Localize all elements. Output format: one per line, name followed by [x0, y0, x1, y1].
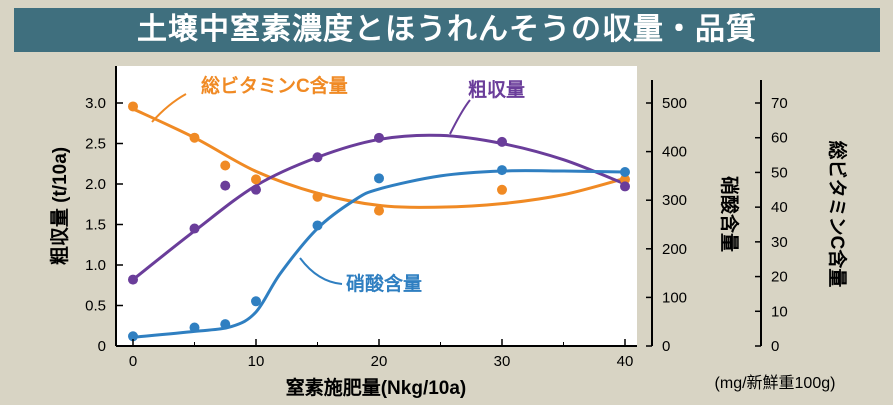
y-axis-title-nitrate: 硝酸含量: [718, 176, 741, 252]
y-tick-label-nitrate: 500: [662, 95, 687, 112]
data-point-yield: [128, 274, 138, 285]
data-point-yield: [220, 180, 231, 191]
y-axis-title-vitamin-c: 総ビタミンC含量: [826, 141, 849, 288]
data-point-yield: [374, 132, 384, 143]
y-tick-label-vitamin_c: 10: [771, 303, 788, 320]
x-axis-title: 窒素施肥量(Nkg/10a): [286, 376, 467, 399]
vitamin-c-leader-line: [151, 93, 187, 123]
y-tick-label-left: 3.0: [85, 95, 106, 112]
data-point-nitrate: [312, 220, 323, 231]
y-tick-label-left: 2.0: [85, 176, 106, 193]
y-tick-label-vitamin_c: 0: [771, 338, 779, 355]
yield-leader-line: [449, 99, 471, 135]
data-point-vitamin_c: [251, 174, 261, 185]
data-point-nitrate: [251, 296, 261, 307]
y-tick-label-left: 1.5: [85, 217, 106, 234]
data-point-vitamin_c: [189, 132, 200, 143]
y-tick-label-vitamin_c: 20: [771, 269, 788, 286]
y-tick-label-nitrate: 0: [662, 338, 670, 355]
y-tick-label-left: 2.5: [85, 136, 106, 153]
y-tick-label-left: 0: [98, 338, 106, 355]
data-point-nitrate: [189, 322, 200, 333]
unit-note: (mg/新鮮重100g): [715, 374, 836, 392]
data-point-nitrate: [128, 331, 138, 342]
data-point-vitamin_c: [128, 101, 138, 112]
series-label-yield: 粗収量: [468, 78, 525, 101]
y-tick-label-nitrate: 300: [662, 192, 687, 209]
data-point-nitrate: [374, 173, 384, 184]
y-tick-label-vitamin_c: 50: [771, 164, 788, 181]
series-curve-vitamin_c: [131, 107, 627, 209]
data-point-nitrate: [220, 319, 231, 330]
y-tick-label-vitamin_c: 40: [771, 199, 788, 216]
y-tick-label-vitamin_c: 70: [771, 95, 788, 112]
data-point-yield: [251, 184, 261, 195]
data-point-nitrate: [620, 167, 630, 178]
data-point-nitrate: [497, 165, 507, 176]
y-tick-label-nitrate: 100: [662, 289, 687, 306]
y-tick-label-left: 0.5: [85, 298, 106, 315]
series-label-vitamin-c: 総ビタミンC含量: [201, 74, 348, 97]
data-point-vitamin_c: [497, 184, 507, 195]
data-point-yield: [312, 152, 323, 163]
x-tick-label: 10: [248, 353, 265, 370]
y-tick-label-nitrate: 200: [662, 241, 687, 258]
x-tick-label: 0: [129, 353, 137, 370]
data-point-vitamin_c: [620, 174, 630, 185]
y-tick-label-vitamin_c: 60: [771, 130, 788, 147]
x-tick-label: 40: [617, 353, 634, 370]
y-tick-label-left: 1.0: [85, 257, 106, 274]
x-tick-label: 30: [494, 353, 511, 370]
data-point-vitamin_c: [220, 160, 231, 171]
chart-title: 土壌中窒素濃度とほうれんそうの収量・品質: [137, 12, 757, 47]
title-bar: 土壌中窒素濃度とほうれんそうの収量・品質: [14, 8, 880, 52]
series-label-nitrate: 硝酸含量: [346, 272, 422, 295]
data-point-yield: [620, 181, 630, 192]
data-point-vitamin_c: [312, 191, 323, 202]
data-point-vitamin_c: [374, 205, 384, 216]
y-axis-title-left: 粗収量 (t/10a): [48, 147, 71, 265]
x-tick-label: 20: [371, 353, 388, 370]
y-tick-label-vitamin_c: 30: [771, 234, 788, 251]
nitrate-leader-line: [299, 257, 343, 285]
data-point-yield: [497, 136, 507, 147]
data-point-yield: [189, 223, 200, 234]
y-tick-label-nitrate: 400: [662, 144, 687, 161]
